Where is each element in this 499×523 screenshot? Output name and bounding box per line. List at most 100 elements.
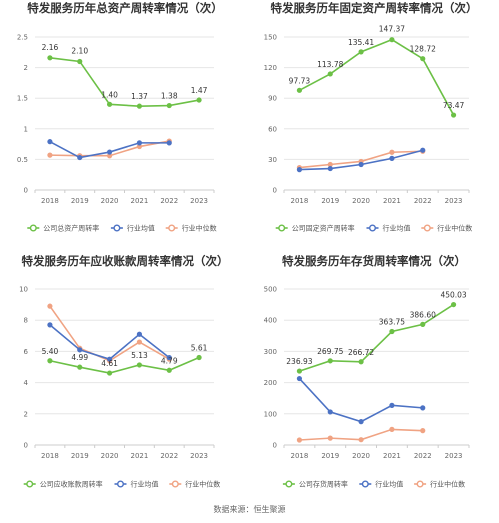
industry-median-series-point <box>389 149 395 155</box>
y-tick-label: 60 <box>268 125 277 133</box>
chart-title: 特发服务历年总资产周转率情况（次） <box>27 1 223 15</box>
legend-label: 行业均值 <box>131 480 159 489</box>
industry-mean-series-point <box>47 139 53 145</box>
company-series-point <box>47 358 53 364</box>
data-label: 4.61 <box>101 359 118 368</box>
legend-marker-icon <box>278 224 286 232</box>
y-tick-label: 0 <box>24 442 28 450</box>
y-tick-label: 400 <box>264 317 277 325</box>
x-tick-label: 2021 <box>383 452 401 460</box>
chart-title: 特发服务历年固定资产周转率情况（次） <box>271 1 478 15</box>
data-label: 128.72 <box>410 45 436 54</box>
x-tick-label: 2018 <box>291 452 309 460</box>
chart-panel-1: 特发服务历年总资产周转率情况（次） 0 0.5 1 1.5 2 2.5 2018 2019 202… <box>17 1 223 233</box>
x-tick-label: 2021 <box>383 197 401 205</box>
y-tick-label: 120 <box>264 64 277 72</box>
legend-item-industry-mean-series[interactable]: 行业均值 <box>114 480 159 489</box>
x-tick-label: 2020 <box>101 452 119 460</box>
x-tick-label: 2023 <box>190 452 208 460</box>
legend-marker-icon <box>113 224 121 232</box>
data-label: 363.75 <box>379 318 405 327</box>
company-series-point <box>327 358 333 364</box>
x-tick-label: 2022 <box>414 452 432 460</box>
legend-label: 行业均值 <box>375 480 403 489</box>
legend-item-company-series[interactable]: 公司存货周转率 <box>282 480 348 489</box>
company-series-point <box>106 370 113 376</box>
y-tick-label: 90 <box>268 95 277 103</box>
y-tick-label: 1 <box>24 125 28 133</box>
legend-marker-icon <box>285 480 293 488</box>
chart-title: 特发服务历年存货周转率情况（次） <box>282 254 466 268</box>
industry-median-series-point <box>420 428 426 434</box>
legend-marker-icon <box>26 480 34 488</box>
legend-label: 行业均值 <box>383 224 411 233</box>
y-tick-label: 8 <box>24 317 28 325</box>
company-series-point <box>389 328 395 335</box>
company-series-point <box>358 359 364 365</box>
y-tick-label: 300 <box>264 348 277 356</box>
data-label: 450.03 <box>440 291 466 300</box>
legend-item-company-series[interactable]: 公司总资产周转率 <box>27 224 99 233</box>
legend-item-industry-median-series[interactable]: 行业中位数 <box>414 480 465 489</box>
x-tick-label: 2020 <box>352 452 370 460</box>
legend-label: 公司应收账款周转率 <box>40 480 103 489</box>
industry-mean-series-point <box>296 375 303 382</box>
company-series-line <box>49 356 200 374</box>
x-tick-label: 2023 <box>445 197 463 205</box>
industry-mean-series-point <box>420 405 426 411</box>
industry-mean-series-line <box>49 324 170 361</box>
x-tick-label: 2021 <box>131 452 149 460</box>
industry-mean-series-point <box>77 154 83 161</box>
company-series-point <box>420 321 426 327</box>
data-source-footer: 数据来源：恒生聚源 <box>213 505 286 514</box>
legend-marker-icon <box>369 224 377 232</box>
x-tick-label: 2020 <box>352 197 370 205</box>
industry-median-series-point <box>389 426 395 432</box>
data-label: 135.41 <box>348 38 374 47</box>
company-series-point <box>389 37 395 43</box>
legend-item-industry-mean-series[interactable]: 行业均值 <box>110 224 155 233</box>
legend-item-industry-mean-series[interactable]: 行业均值 <box>359 480 403 489</box>
company-series-point <box>166 102 172 109</box>
x-tick-label: 2019 <box>71 197 89 205</box>
x-tick-label: 2019 <box>321 197 339 205</box>
legend-label: 行业中位数 <box>182 224 217 233</box>
company-series-point <box>47 55 53 61</box>
data-label: 2.16 <box>42 43 59 52</box>
chart-panel-3: 特发服务历年应收账款周转率情况（次） 0 2 4 6 8 10 2018 2019 2020 202… <box>19 254 228 489</box>
legend-item-company-series[interactable]: 公司应收账款周转率 <box>23 480 103 489</box>
industry-mean-series-point <box>106 149 113 155</box>
data-label: 1.38 <box>161 92 178 101</box>
chart-panel-4: 特发服务历年存货周转率情况（次） 0 100 200 300 400 500 2018 2019… <box>264 254 470 489</box>
company-series-point <box>196 97 202 103</box>
legend-item-company-series[interactable]: 公司固定资产周转率 <box>275 224 355 233</box>
data-label: 113.78 <box>317 60 343 69</box>
y-tick-label: 30 <box>268 156 277 164</box>
x-tick-label: 2019 <box>321 452 339 460</box>
company-series-point <box>450 112 457 118</box>
company-series-line <box>299 38 455 116</box>
legend-item-industry-mean-series[interactable]: 行业均值 <box>366 224 411 233</box>
company-series-point <box>77 364 83 370</box>
company-series-point <box>358 49 364 55</box>
legend-item-industry-median-series[interactable]: 行业中位数 <box>169 480 220 489</box>
legend-item-industry-median-series[interactable]: 行业中位数 <box>165 224 217 233</box>
legend-marker-icon <box>171 480 179 488</box>
y-tick-label: 0 <box>273 442 277 450</box>
data-label: 147.37 <box>379 25 405 34</box>
data-label: 236.93 <box>286 357 312 366</box>
industry-mean-series-point <box>106 356 113 362</box>
company-series-point <box>196 354 202 361</box>
industry-mean-series-point <box>420 147 426 153</box>
legend-label: 行业中位数 <box>437 224 472 233</box>
legend-item-industry-median-series[interactable]: 行业中位数 <box>421 224 472 233</box>
y-tick-label: 0 <box>273 187 277 195</box>
industry-mean-series-point <box>296 167 303 173</box>
chart-panel-2: 特发服务历年固定资产周转率情况（次） 0 30 60 90 120 150 2018 2019 2… <box>264 1 478 233</box>
data-label: 5.13 <box>131 351 148 360</box>
industry-median-series-point <box>136 339 143 345</box>
y-tick-label: 2.5 <box>17 34 28 42</box>
company-series-point <box>327 71 333 77</box>
y-tick-label: 2 <box>24 64 28 72</box>
